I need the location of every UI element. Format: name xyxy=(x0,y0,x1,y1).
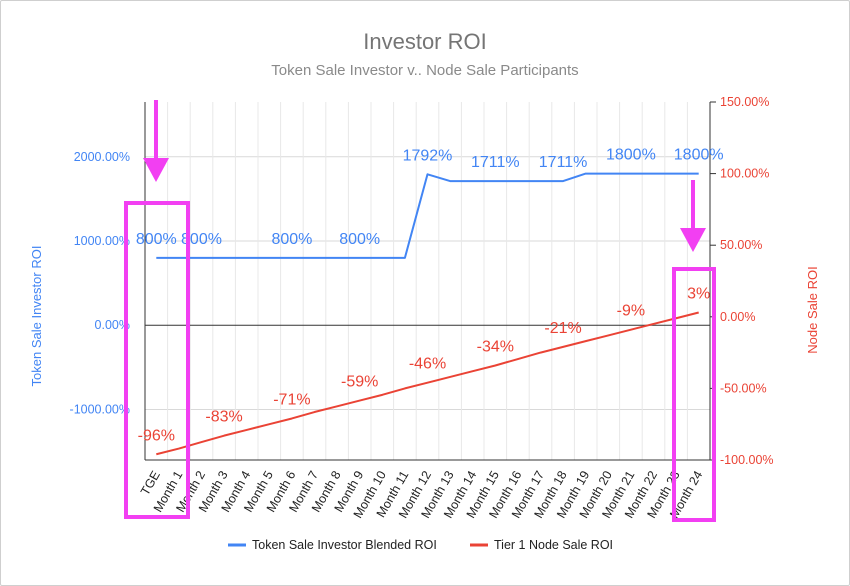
left-tick-label: 0.00% xyxy=(95,318,130,332)
right-tick-label: -50.00% xyxy=(720,381,767,395)
left-tick-label: -1000.00% xyxy=(70,402,130,416)
data-label: 800% xyxy=(271,231,312,248)
data-label: 1711% xyxy=(539,154,588,171)
right-axis-title: Node Sale ROI xyxy=(805,266,820,353)
legend-label-node-sale-roi: Tier 1 Node Sale ROI xyxy=(494,538,613,552)
series-line-1 xyxy=(156,311,699,456)
data-label: -59% xyxy=(341,374,378,391)
right-tick-label: -100.00% xyxy=(720,453,774,467)
data-labels: 800% 800% 800% 800%1792% 1711% 1711% 1800% 1800… xyxy=(136,147,724,445)
arrow-head-icon xyxy=(680,228,706,252)
right-axis-ticks: -100.00% -50.00% 0.00% 50.00% 100.00% 150.00% xyxy=(710,95,774,467)
right-tick-label: 100.00% xyxy=(720,167,769,181)
right-tick-label: 150.00% xyxy=(720,95,769,109)
left-tick-label: 2000.00% xyxy=(74,150,130,164)
right-tick-label: 0.00% xyxy=(720,310,755,324)
legend: Token Sale Investor Blended ROI Tier 1 N… xyxy=(228,538,613,552)
data-label: 3% xyxy=(687,286,710,303)
arrow-head-icon xyxy=(143,158,169,182)
data-label: 800% xyxy=(136,231,177,248)
left-tick-label: 1000.00% xyxy=(74,234,130,248)
highlight-box-right xyxy=(672,267,716,522)
data-label: 800% xyxy=(181,231,222,248)
highlight-annotations xyxy=(124,100,716,522)
highlight-box-left xyxy=(124,201,190,519)
chart-subtitle: Token Sale Investor v.. Node Sale Partic… xyxy=(271,62,578,79)
data-label: 1800% xyxy=(674,147,724,164)
data-label: -96% xyxy=(138,427,175,444)
left-axis-ticks: -1000.00% 0.00% 1000.00% 2000.00% xyxy=(70,150,130,417)
data-label: 800% xyxy=(339,231,380,248)
data-label: -83% xyxy=(205,409,242,426)
legend-label-blended-roi: Token Sale Investor Blended ROI xyxy=(252,538,437,552)
data-label: 1792% xyxy=(403,147,453,164)
data-label: -71% xyxy=(273,391,310,408)
gridlines xyxy=(145,102,710,460)
data-label: -34% xyxy=(477,338,514,355)
chart-title: Investor ROI xyxy=(363,29,486,54)
data-label: 1800% xyxy=(606,147,656,164)
series-line-0 xyxy=(156,172,699,259)
data-label: 1711% xyxy=(471,154,520,171)
data-label: -21% xyxy=(544,320,581,337)
left-axis-title: Token Sale Investor ROI xyxy=(29,246,44,387)
data-label: -46% xyxy=(409,356,446,373)
series-lines xyxy=(156,172,699,456)
right-tick-label: 50.00% xyxy=(720,238,762,252)
data-label: -9% xyxy=(617,303,645,320)
